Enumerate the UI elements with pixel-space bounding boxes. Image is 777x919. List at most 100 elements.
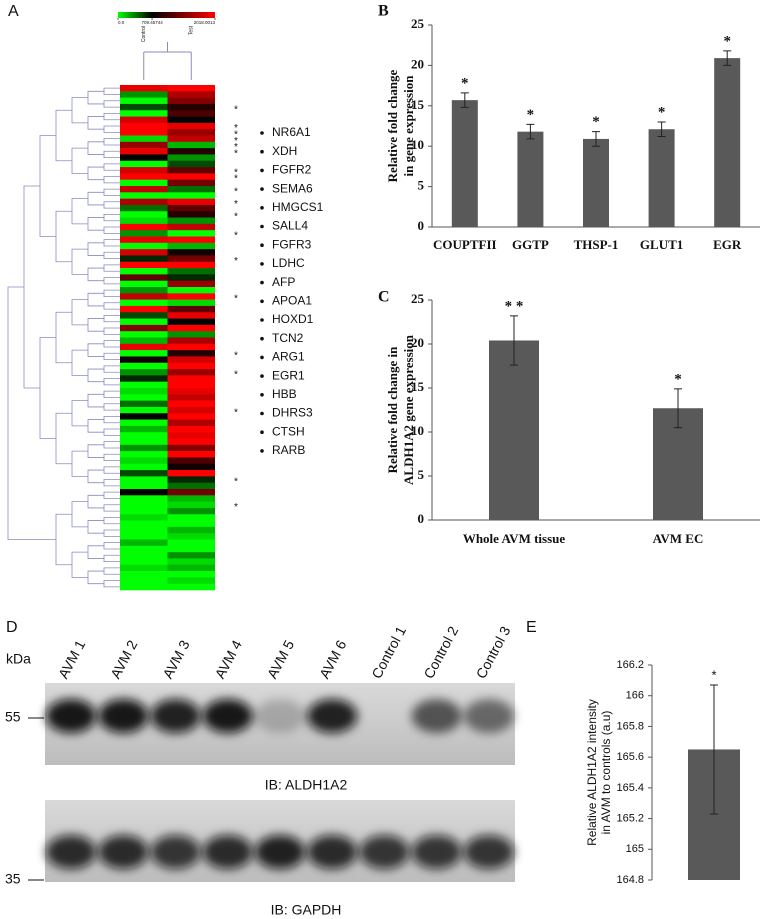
heatmap-cell	[120, 122, 168, 130]
dendrogram-line	[87, 444, 104, 458]
heatmap-cell	[120, 501, 168, 509]
dendrogram-line	[103, 352, 120, 360]
dendrogram-line	[103, 580, 120, 588]
heatmap-cell	[120, 331, 168, 338]
gene-label: XDH	[272, 144, 297, 158]
heatmap-cell	[167, 122, 215, 130]
y-tick-label: 164.8	[616, 874, 644, 886]
dendrogram-line	[71, 349, 88, 376]
x-tick-label: EGR	[713, 237, 742, 252]
y-tick-label: 165.6	[616, 751, 644, 763]
dendrogram-line	[55, 311, 72, 364]
heatmap-cell	[120, 388, 168, 395]
heatmap-cell	[167, 425, 215, 433]
dendrogram-line	[103, 289, 120, 297]
dendrogram-line	[103, 416, 120, 424]
bullet	[260, 393, 264, 397]
heatmap-cell	[120, 533, 168, 540]
heatmap-cell	[167, 400, 215, 408]
heatmap-cell	[167, 255, 215, 263]
star-marker: *	[234, 104, 238, 115]
bar	[583, 138, 609, 227]
heatmap-cell	[167, 160, 215, 168]
heatmap-cell	[120, 274, 168, 281]
colorbar-label: 709.45744	[141, 20, 163, 25]
heatmap-cell	[120, 457, 168, 465]
dendrogram-line	[87, 570, 104, 585]
heatmap-cell	[167, 331, 215, 338]
heatmap-cell	[120, 97, 168, 105]
heatmap-cell	[167, 495, 215, 502]
heatmap-cell	[120, 350, 168, 357]
panel-e: E 164.8 165 165.2 165.4 165.6 165.8 166 166.2 * Re…	[526, 619, 740, 886]
bullet	[260, 168, 264, 173]
significance-label: *	[711, 667, 716, 682]
panel-letter: B	[378, 3, 389, 20]
heatmap-cell	[120, 406, 168, 414]
gene-label: ARG1	[272, 350, 305, 364]
heatmap-cell	[120, 381, 168, 389]
error-bar	[460, 92, 469, 108]
heatmap-cell	[120, 558, 168, 566]
dendrogram-line	[87, 494, 104, 509]
dendrogram-line	[71, 198, 88, 225]
gene-label: SEMA6	[272, 181, 313, 195]
heatmap-cell	[120, 394, 168, 401]
heatmap-cell	[120, 204, 168, 212]
heatmap-cell	[167, 381, 215, 389]
heatmap-cell	[167, 287, 215, 294]
heatmap-cell	[167, 299, 215, 307]
heatmap-cell	[167, 476, 215, 483]
dendrogram-line	[103, 340, 120, 348]
error-bar	[510, 315, 518, 366]
bar	[451, 100, 478, 227]
bullet	[260, 374, 264, 378]
heatmap-cell	[167, 356, 215, 364]
lane-label: Control 3	[473, 623, 514, 681]
significance-label: *	[592, 114, 600, 130]
panel-c: C 0 5 10 15 20 25 * * Whole AVM tissue * AVM EC Rel…	[378, 289, 760, 546]
dendrogram-line	[103, 554, 120, 562]
dendrogram-line	[103, 251, 120, 259]
star-marker: *	[234, 350, 238, 361]
heatmap-cell	[167, 293, 215, 300]
lane-label: AVM 2	[107, 637, 140, 681]
heatmap-cell	[167, 406, 215, 414]
heatmap-cell	[120, 552, 168, 559]
heatmap-cell	[120, 179, 168, 187]
heatmap-cell	[167, 457, 215, 465]
heatmap-cell	[167, 337, 215, 345]
heatmap-cell	[167, 261, 215, 269]
dendrogram-line	[71, 299, 88, 326]
heatmap-cell	[120, 438, 168, 446]
heatmap-cell	[120, 375, 168, 382]
colorbar-label: 0.0	[118, 20, 125, 25]
heatmap-cell	[120, 476, 168, 483]
heatmap-cell	[167, 394, 215, 401]
dendrogram-line	[103, 138, 120, 146]
heatmap-cell	[120, 305, 168, 313]
gene-label: HBB	[272, 387, 297, 401]
error-bar	[657, 121, 666, 138]
heatmap-cell	[167, 223, 215, 231]
heatmap-cell	[120, 337, 168, 345]
heatmap-cell	[167, 539, 215, 547]
bullet	[260, 355, 264, 360]
blot-band	[150, 699, 201, 733]
star-marker: *	[234, 407, 238, 418]
star-marker: *	[234, 167, 238, 178]
column-label: Test	[189, 25, 195, 35]
heatmap-cell	[120, 135, 168, 143]
heatmap-cell	[120, 255, 168, 263]
star-marker: *	[234, 212, 238, 223]
heatmap-cell	[120, 110, 168, 117]
heatmap-cell	[120, 242, 168, 250]
heatmap-cell	[167, 419, 215, 427]
heatmap-cell	[167, 343, 215, 351]
heatmap-cell	[120, 413, 168, 420]
blot-caption: IB: ALDH1A2	[265, 777, 348, 793]
heatmap-cell	[167, 179, 215, 187]
dendrogram-line	[103, 125, 120, 133]
heatmap-cell	[120, 167, 168, 174]
star-marker: *	[234, 477, 238, 488]
